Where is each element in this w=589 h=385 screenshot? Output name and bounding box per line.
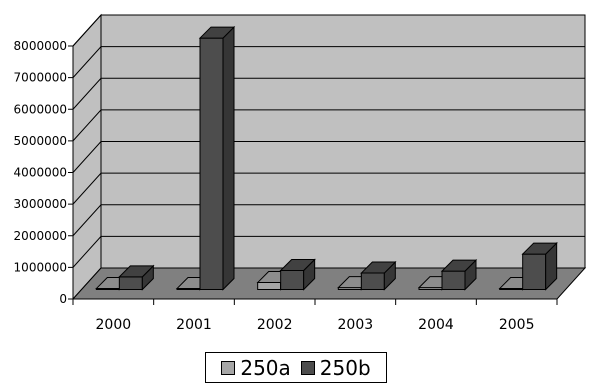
gridline [72,141,585,173]
bar-250b-2005-front [522,253,547,290]
gridlines [72,14,585,268]
bar-250b-2002-front [280,270,305,290]
legend-swatch-250b [300,360,315,375]
legend-item-250b: 250b [300,355,371,380]
bar-250b-2000-front [118,276,143,290]
gridline [72,77,585,110]
gridline [72,109,585,142]
bar-250b-2001-top [198,26,236,39]
bar-250b-2002 [279,258,316,291]
legend-label-250b: 250b [319,355,371,380]
bar-250b-2005 [521,241,558,291]
bar-250b-2003 [360,260,397,291]
y-tick-label: 1000000 [14,260,67,274]
bar-250b-2004-top [440,259,478,272]
bar-250a-2002-front [257,282,282,290]
x-tick-label: 2003 [338,317,374,333]
bar-250b-2003-top [360,261,397,274]
gridline [72,204,585,237]
legend-label-250a: 250a [240,355,291,380]
bar-250b-2000-top [118,265,155,278]
y-axis-ticks: 0 1000000 2000000 3000000 4000000 5000000 6000… [14,39,73,306]
y-tick-label: 3000000 [14,197,67,211]
bar-250b-2001-side [222,25,235,291]
gridline [72,172,585,205]
y-tick-label: 6000000 [14,102,67,116]
bar-250b-2004 [440,258,478,291]
gridline [72,14,585,47]
y-tick-label: 0 [59,292,67,306]
gridline [72,46,585,78]
y-tick-label: 7000000 [14,71,67,85]
y-tick-label: 5000000 [14,134,67,148]
x-tick-label: 2002 [257,317,293,333]
y-tick-label: 4000000 [14,166,67,180]
chart-walls [72,13,586,301]
bar-250b-2001-front [199,37,224,290]
x-tick-label: 2004 [418,317,454,333]
x-axis-ticks: 2000 2001 2002 2003 2004 2005 [72,299,558,333]
legend-swatch-250a [221,360,236,375]
bar-250b-2004-front [441,270,466,290]
bar-250b-2005-top [521,242,558,255]
gridline [72,235,585,268]
legend-item-250a: 250a [221,355,291,380]
bar-250b-2002-top [279,259,316,272]
y-tick-label: 8000000 [14,39,67,53]
legend: 250a 250b [205,352,387,383]
bar-250b-2000 [118,264,155,291]
x-tick-label: 2000 [96,317,132,333]
x-tick-label: 2001 [176,317,212,333]
bars [95,25,558,291]
x-tick-label: 2005 [499,317,535,333]
bar-250b-2001 [198,25,236,291]
y-tick-label: 2000000 [14,229,67,243]
bar-250b-2003-front [360,272,385,290]
